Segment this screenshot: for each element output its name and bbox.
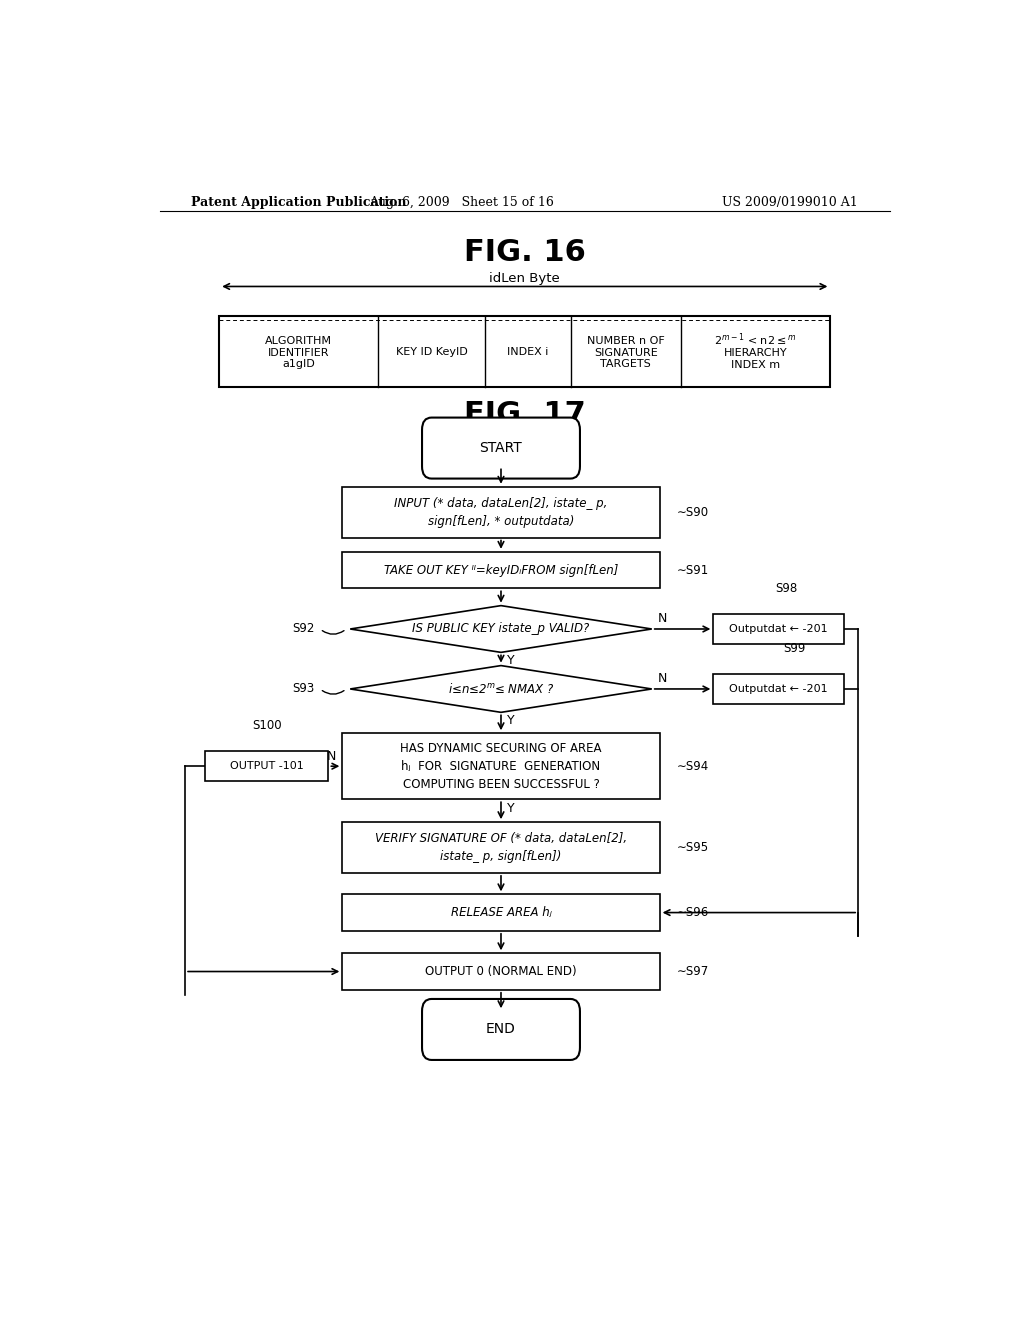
Text: ∼S91: ∼S91 [677, 564, 710, 577]
Text: FIG. 16: FIG. 16 [464, 239, 586, 268]
Text: TARGETS: TARGETS [600, 359, 651, 368]
Text: HIERARCHY: HIERARCHY [724, 347, 787, 358]
Bar [342, 953, 659, 990]
Text: ∼S95: ∼S95 [677, 841, 710, 854]
Polygon shape [350, 606, 651, 652]
Text: ∼S90: ∼S90 [677, 506, 710, 519]
Bar [714, 614, 844, 644]
Text: Patent Application Publication: Patent Application Publication [191, 195, 407, 209]
Text: S100: S100 [252, 719, 282, 733]
Bar [342, 487, 659, 537]
FancyBboxPatch shape [422, 417, 580, 479]
Text: OUTPUT -101: OUTPUT -101 [230, 762, 304, 771]
Text: IDENTIFIER: IDENTIFIER [268, 347, 330, 358]
Bar [342, 822, 659, 873]
Text: ∼S97: ∼S97 [677, 965, 710, 978]
Text: Y: Y [507, 655, 515, 668]
Text: idLen Byte: idLen Byte [489, 272, 560, 285]
Text: S99: S99 [783, 642, 806, 655]
Text: Y: Y [507, 714, 515, 727]
Text: Y: Y [507, 803, 515, 816]
Bar [342, 733, 659, 799]
FancyBboxPatch shape [422, 999, 580, 1060]
Text: a1gID: a1gID [283, 359, 315, 368]
Text: S93: S93 [292, 682, 314, 696]
Text: FIG. 17: FIG. 17 [464, 400, 586, 429]
Bar [219, 315, 830, 387]
Text: SIGNATURE: SIGNATURE [594, 347, 657, 358]
Text: i≤n≤2$^{m}$≤ NMAX ?: i≤n≤2$^{m}$≤ NMAX ? [447, 682, 554, 696]
Text: INDEX i: INDEX i [507, 347, 549, 356]
Text: S92: S92 [292, 623, 314, 635]
Bar [342, 894, 659, 931]
Text: HAS DYNAMIC SECURING OF AREA
hⱼ  FOR  SIGNATURE  GENERATION
COMPUTING BEEN SUCCE: HAS DYNAMIC SECURING OF AREA hⱼ FOR SIGN… [400, 742, 602, 791]
Text: VERIFY SIGNATURE OF (* data, dataLen[2],
istate_ p, sign[fLen]): VERIFY SIGNATURE OF (* data, dataLen[2],… [375, 832, 627, 863]
Text: TAKE OUT KEY ᴵᴵ=keyIDᵢFROM sign[fLen]: TAKE OUT KEY ᴵᴵ=keyIDᵢFROM sign[fLen] [384, 564, 618, 577]
Text: Outputdat ← -201: Outputdat ← -201 [729, 624, 828, 634]
Text: N: N [658, 672, 668, 685]
Text: N: N [658, 612, 668, 626]
Text: Aug. 6, 2009   Sheet 15 of 16: Aug. 6, 2009 Sheet 15 of 16 [369, 195, 554, 209]
Text: END: END [486, 1023, 516, 1036]
Text: ∼S96: ∼S96 [677, 906, 710, 919]
Text: RELEASE AREA hⱼ: RELEASE AREA hⱼ [451, 906, 551, 919]
Text: INDEX m: INDEX m [731, 360, 780, 370]
Text: N: N [327, 750, 336, 763]
Text: Outputdat ← -201: Outputdat ← -201 [729, 684, 828, 694]
Text: ALGORITHM: ALGORITHM [265, 337, 332, 346]
Text: US 2009/0199010 A1: US 2009/0199010 A1 [722, 195, 858, 209]
Text: S98: S98 [775, 582, 798, 595]
Polygon shape [350, 665, 651, 713]
Text: START: START [479, 441, 522, 455]
Text: KEY ID KeyID: KEY ID KeyID [395, 347, 468, 356]
Text: ∼S94: ∼S94 [677, 760, 710, 772]
Text: INPUT (* data, dataLen[2], istate_ p,
sign[fLen], * outputdata): INPUT (* data, dataLen[2], istate_ p, si… [394, 496, 607, 528]
Bar [714, 673, 844, 704]
Bar [206, 751, 329, 781]
Text: $2^{m-1}$ < n2$\leq^{m}$: $2^{m-1}$ < n2$\leq^{m}$ [714, 331, 797, 347]
Text: IS PUBLIC KEY istate_p VALID?: IS PUBLIC KEY istate_p VALID? [413, 623, 590, 635]
Bar [342, 552, 659, 589]
Text: NUMBER n OF: NUMBER n OF [587, 337, 665, 346]
Text: OUTPUT 0 (NORMAL END): OUTPUT 0 (NORMAL END) [425, 965, 577, 978]
